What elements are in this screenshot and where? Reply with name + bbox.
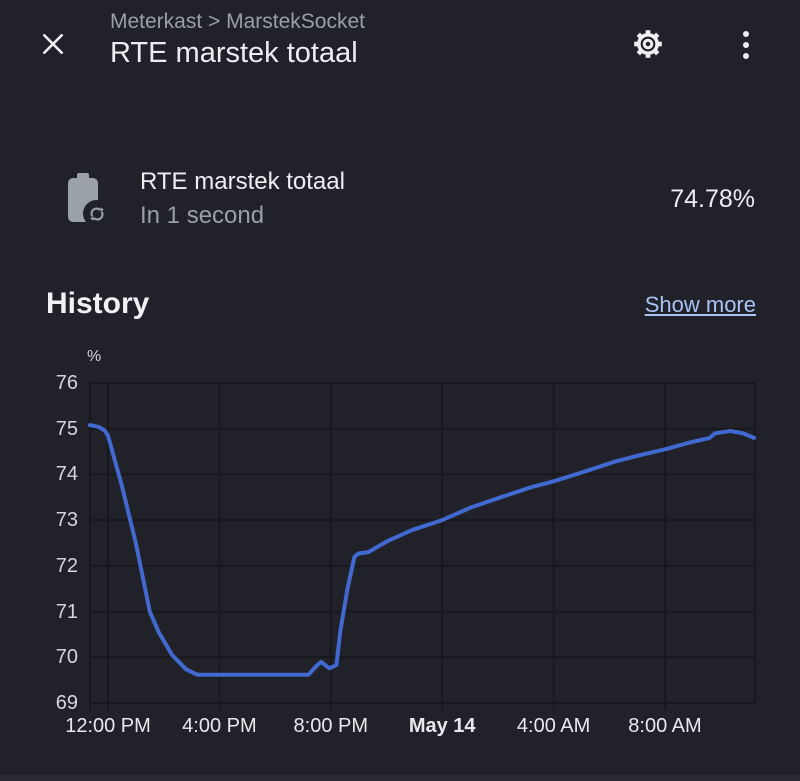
header-text: Meterkast > MarstekSocket RTE marstek to… [110, 8, 365, 72]
y-tick-label: 74 [55, 463, 78, 486]
close-button[interactable] [36, 28, 70, 62]
x-tick-label: 4:00 PM [182, 715, 257, 737]
entity-row[interactable]: RTE marstek totaal In 1 second 74.78% [0, 158, 800, 242]
breadcrumb: Meterkast > MarstekSocket [110, 10, 366, 33]
settings-button[interactable] [629, 26, 667, 64]
history-title: History [46, 287, 150, 320]
y-tick-label: 73 [55, 509, 78, 532]
y-tick-label: 69 [55, 692, 78, 714]
history-chart[interactable]: % 76 75 74 73 72 71 70 69 12:00 PM 4:00 PM 8:00 P… [0, 340, 800, 781]
bottom-card-edge [0, 775, 800, 781]
series-line [87, 423, 757, 677]
y-tick-label: 76 [55, 372, 78, 394]
entity-secondary-info: In 1 second [140, 202, 265, 229]
y-tick-label: 71 [55, 600, 78, 623]
y-tick-label: 75 [55, 417, 78, 440]
overflow-menu-button[interactable] [728, 26, 764, 64]
history-line-chart [87, 382, 757, 710]
show-more-link[interactable]: Show more [644, 292, 756, 317]
battery-sync-icon [66, 170, 110, 227]
entity-state-value: 74.78% [670, 185, 755, 213]
y-tick-label: 72 [55, 554, 78, 577]
dialog-header: Meterkast > MarstekSocket RTE marstek to… [0, 0, 800, 96]
close-icon [38, 29, 68, 62]
x-tick-label: 8:00 PM [293, 715, 369, 737]
x-tick-label: 4:00 AM [516, 715, 591, 737]
x-tick-label: May 14 [408, 715, 476, 737]
page-title: RTE marstek totaal [110, 37, 358, 69]
x-tick-label: 12:00 PM [65, 715, 151, 737]
y-axis-unit-label: % [87, 348, 102, 365]
y-tick-label: 70 [55, 646, 78, 669]
x-tick-label: 8:00 AM [628, 715, 702, 737]
entity-name: RTE marstek totaal [140, 168, 345, 195]
history-section-header: History Show more [0, 284, 800, 326]
gear-icon [630, 26, 666, 65]
kebab-menu-icon [743, 31, 749, 59]
